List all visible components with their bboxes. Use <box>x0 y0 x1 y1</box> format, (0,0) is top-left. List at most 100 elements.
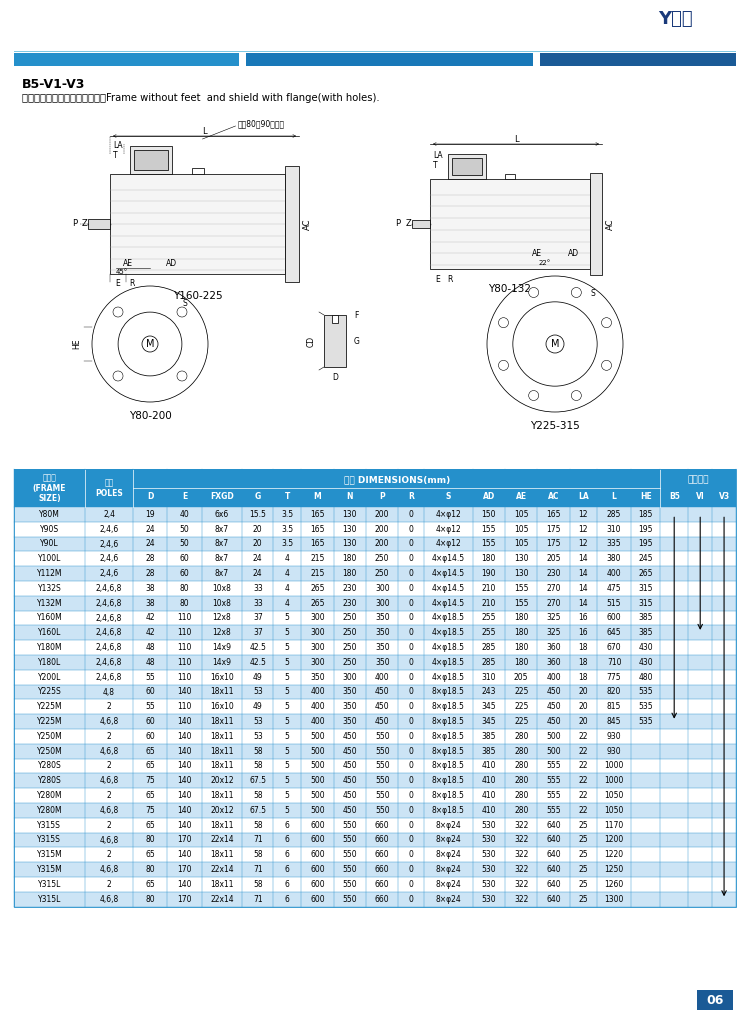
Text: 322: 322 <box>514 850 529 859</box>
Text: 4,6,8: 4,6,8 <box>100 895 118 904</box>
Text: 535: 535 <box>638 687 653 696</box>
Text: 535: 535 <box>638 717 653 726</box>
Text: 660: 660 <box>375 895 389 904</box>
Text: 140: 140 <box>177 880 192 889</box>
Text: 250: 250 <box>343 629 357 637</box>
Text: 245: 245 <box>638 554 653 563</box>
Text: 600: 600 <box>310 850 325 859</box>
Text: 0: 0 <box>409 880 414 889</box>
Text: 3.5: 3.5 <box>281 524 293 534</box>
Bar <box>14 551 736 566</box>
Text: 180: 180 <box>514 613 529 623</box>
Text: Y80-132: Y80-132 <box>488 284 532 294</box>
Text: 0: 0 <box>409 554 414 563</box>
Circle shape <box>602 360 611 371</box>
Text: 350: 350 <box>375 613 389 623</box>
Bar <box>540 53 736 66</box>
Text: 230: 230 <box>546 569 561 579</box>
Text: 450: 450 <box>343 732 357 741</box>
Text: 25: 25 <box>578 865 588 874</box>
Text: E: E <box>436 274 440 284</box>
Text: 243: 243 <box>482 687 496 696</box>
Text: Y112M: Y112M <box>37 569 62 579</box>
Text: 2: 2 <box>106 732 112 741</box>
Text: 270: 270 <box>546 584 561 593</box>
Bar <box>14 759 736 773</box>
Text: 1220: 1220 <box>604 850 624 859</box>
Text: 140: 140 <box>177 687 192 696</box>
Text: 165: 165 <box>310 540 325 549</box>
Bar <box>412 220 430 228</box>
Text: 400: 400 <box>546 673 561 682</box>
Text: 450: 450 <box>343 792 357 800</box>
Text: 60: 60 <box>179 554 189 563</box>
Text: 140: 140 <box>177 717 192 726</box>
Text: Y180M: Y180M <box>37 643 62 652</box>
Text: 4×φ14.5: 4×φ14.5 <box>432 584 465 593</box>
Text: 20: 20 <box>578 717 588 726</box>
Text: 410: 410 <box>482 776 496 785</box>
Text: 45°: 45° <box>116 269 128 275</box>
Text: Y280S: Y280S <box>38 762 62 770</box>
Text: 4,8: 4,8 <box>103 687 115 696</box>
Text: 尺寸 DIMENSIONS(mm): 尺寸 DIMENSIONS(mm) <box>344 475 450 484</box>
Text: D: D <box>332 373 338 382</box>
Bar <box>14 640 736 655</box>
Text: 155: 155 <box>482 540 496 549</box>
Text: 530: 530 <box>482 895 496 904</box>
Text: HE: HE <box>73 339 82 349</box>
Text: 325: 325 <box>546 613 561 623</box>
Text: 105: 105 <box>514 510 529 519</box>
Text: 155: 155 <box>482 524 496 534</box>
Text: 930: 930 <box>607 732 622 741</box>
Text: 550: 550 <box>343 865 357 874</box>
Text: 71: 71 <box>253 836 262 845</box>
Circle shape <box>572 288 581 298</box>
Text: 22°: 22° <box>538 260 551 266</box>
Text: 550: 550 <box>343 820 357 829</box>
Text: 155: 155 <box>514 599 529 607</box>
Text: 225: 225 <box>514 687 529 696</box>
Text: 250: 250 <box>343 657 357 667</box>
Text: 660: 660 <box>375 850 389 859</box>
Text: Y80M: Y80M <box>39 510 60 519</box>
Text: 110: 110 <box>177 657 192 667</box>
Text: Y80-200: Y80-200 <box>129 411 171 421</box>
Text: 75: 75 <box>146 776 155 785</box>
Text: 8×φ18.5: 8×φ18.5 <box>432 806 465 815</box>
Text: 600: 600 <box>310 820 325 829</box>
Text: 175: 175 <box>546 540 561 549</box>
Text: 0: 0 <box>409 569 414 579</box>
Bar <box>14 469 736 906</box>
Text: Y250M: Y250M <box>37 746 62 756</box>
Circle shape <box>499 317 508 328</box>
Text: 极数
POLES: 极数 POLES <box>95 478 123 498</box>
Text: 机座不带底脚，端盖上有凸缘。Frame without feet  and shield with flange(with holes).: 机座不带底脚，端盖上有凸缘。Frame without feet and shi… <box>22 93 380 103</box>
Text: 0: 0 <box>409 836 414 845</box>
Text: Y250M: Y250M <box>37 732 62 741</box>
Text: 2,4,6,8: 2,4,6,8 <box>96 584 122 593</box>
Text: 380: 380 <box>607 554 621 563</box>
Bar <box>14 507 736 522</box>
Text: 4×φ12: 4×φ12 <box>436 540 461 549</box>
Text: 14: 14 <box>578 584 588 593</box>
Text: 535: 535 <box>638 702 653 712</box>
Text: 170: 170 <box>177 865 192 874</box>
Text: 4,6,8: 4,6,8 <box>100 865 118 874</box>
Text: 71: 71 <box>253 865 262 874</box>
Text: 280: 280 <box>514 762 529 770</box>
Text: 6: 6 <box>285 820 290 829</box>
Text: 22: 22 <box>579 732 588 741</box>
Text: 300: 300 <box>310 657 325 667</box>
Bar <box>14 596 736 610</box>
Text: 450: 450 <box>546 687 561 696</box>
Text: 49: 49 <box>253 673 262 682</box>
Text: 2: 2 <box>106 762 112 770</box>
Text: 2,4,6,8: 2,4,6,8 <box>96 643 122 652</box>
Text: 22: 22 <box>579 746 588 756</box>
Bar <box>14 729 736 743</box>
Text: 2: 2 <box>106 880 112 889</box>
Text: E: E <box>182 492 187 501</box>
Text: 450: 450 <box>375 702 389 712</box>
Text: LA: LA <box>578 492 589 501</box>
